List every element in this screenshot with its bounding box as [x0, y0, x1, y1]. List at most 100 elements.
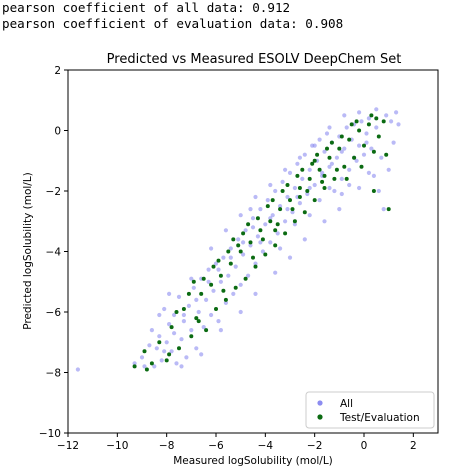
point-test: [310, 161, 315, 166]
plot-frame: [67, 69, 439, 434]
point-test: [297, 195, 302, 199]
point-all: [216, 267, 221, 272]
point-all: [223, 300, 228, 305]
point-all: [278, 204, 283, 209]
point-all: [186, 303, 191, 308]
point-all: [194, 346, 199, 351]
point-all: [255, 234, 260, 239]
point-test: [218, 273, 223, 278]
point-all: [357, 185, 362, 191]
point-test: [253, 264, 258, 269]
y-tick-label: −10: [39, 428, 61, 440]
legend-marker-test: [317, 414, 323, 420]
point-all: [221, 255, 226, 260]
legend-label-test: Test/Evaluation: [339, 412, 420, 424]
point-test: [231, 237, 236, 242]
point-test: [263, 252, 268, 257]
point-all: [285, 194, 290, 200]
point-test: [174, 310, 179, 314]
point-test: [157, 340, 162, 345]
point-all: [147, 343, 152, 348]
point-all: [172, 312, 177, 318]
y-axis-ticks: −10 −8 −6 −4 −2 0 2: [39, 65, 68, 440]
point-all: [191, 285, 196, 290]
y-tick-label: −6: [46, 307, 62, 319]
point-all: [263, 222, 268, 227]
point-all: [241, 240, 246, 245]
point-all: [287, 170, 293, 175]
point-all: [369, 146, 374, 151]
point-test: [352, 155, 357, 160]
legend-box: [305, 391, 435, 429]
point-all: [376, 188, 381, 194]
point-test: [344, 176, 349, 181]
point-all: [379, 155, 384, 160]
point-all: [275, 231, 280, 236]
point-test: [337, 146, 342, 151]
point-all: [302, 152, 307, 157]
point-all: [265, 198, 270, 203]
chart-title: Predicted vs Measured ESOLV DeepChem Set: [107, 52, 402, 67]
point-all: [396, 122, 401, 127]
point-test: [167, 352, 172, 357]
point-all: [228, 255, 233, 260]
point-all: [344, 125, 349, 130]
point-all: [302, 237, 307, 242]
y-tick-label: −2: [46, 186, 61, 198]
point-all: [152, 364, 157, 369]
point-all: [342, 113, 347, 118]
point-test: [221, 288, 226, 293]
point-test: [329, 140, 334, 145]
x-axis-ticks: −12 −10 −8 −6 −4 −2 0 2: [57, 433, 417, 452]
point-all: [231, 291, 236, 296]
point-all: [273, 270, 278, 275]
point-all: [179, 337, 184, 342]
points-layer: [75, 107, 401, 372]
point-test: [362, 143, 366, 148]
point-test: [280, 189, 285, 193]
point-test: [233, 285, 238, 290]
point-test: [144, 367, 149, 372]
point-all: [297, 155, 302, 160]
point-test: [201, 276, 206, 281]
point-all: [290, 210, 295, 215]
point-test: [339, 134, 344, 139]
point-all: [366, 170, 371, 175]
point-test: [273, 228, 278, 233]
point-test: [189, 334, 194, 339]
point-test: [386, 207, 391, 212]
point-all: [206, 279, 211, 284]
point-all: [366, 116, 371, 121]
point-all: [228, 246, 233, 251]
point-test: [292, 219, 297, 224]
point-all: [209, 312, 214, 318]
point-test: [258, 228, 263, 233]
y-tick-label: −4: [46, 247, 62, 259]
point-all: [280, 179, 285, 184]
point-all: [139, 355, 145, 360]
point-all: [149, 328, 154, 333]
point-all: [339, 149, 344, 154]
legend: All Test/Evaluation: [305, 391, 435, 429]
point-all: [132, 361, 137, 366]
point-test: [332, 176, 337, 181]
point-all: [359, 119, 364, 124]
y-axis-label: Predicted logSolubility (mol/L): [22, 172, 34, 330]
point-all: [169, 349, 174, 354]
point-all: [201, 325, 206, 330]
point-test: [196, 319, 201, 324]
point-all: [327, 164, 332, 169]
point-all: [292, 222, 297, 227]
point-all: [305, 191, 310, 197]
point-all: [189, 328, 194, 333]
point-all: [189, 276, 194, 281]
point-all: [181, 312, 186, 318]
point-all: [322, 149, 327, 154]
point-test: [357, 128, 362, 133]
point-test: [228, 261, 233, 266]
x-tick-label: −10: [106, 440, 128, 452]
point-test: [354, 119, 359, 124]
x-tick-label: 2: [410, 440, 417, 452]
point-all: [270, 213, 275, 218]
point-all: [250, 225, 256, 230]
